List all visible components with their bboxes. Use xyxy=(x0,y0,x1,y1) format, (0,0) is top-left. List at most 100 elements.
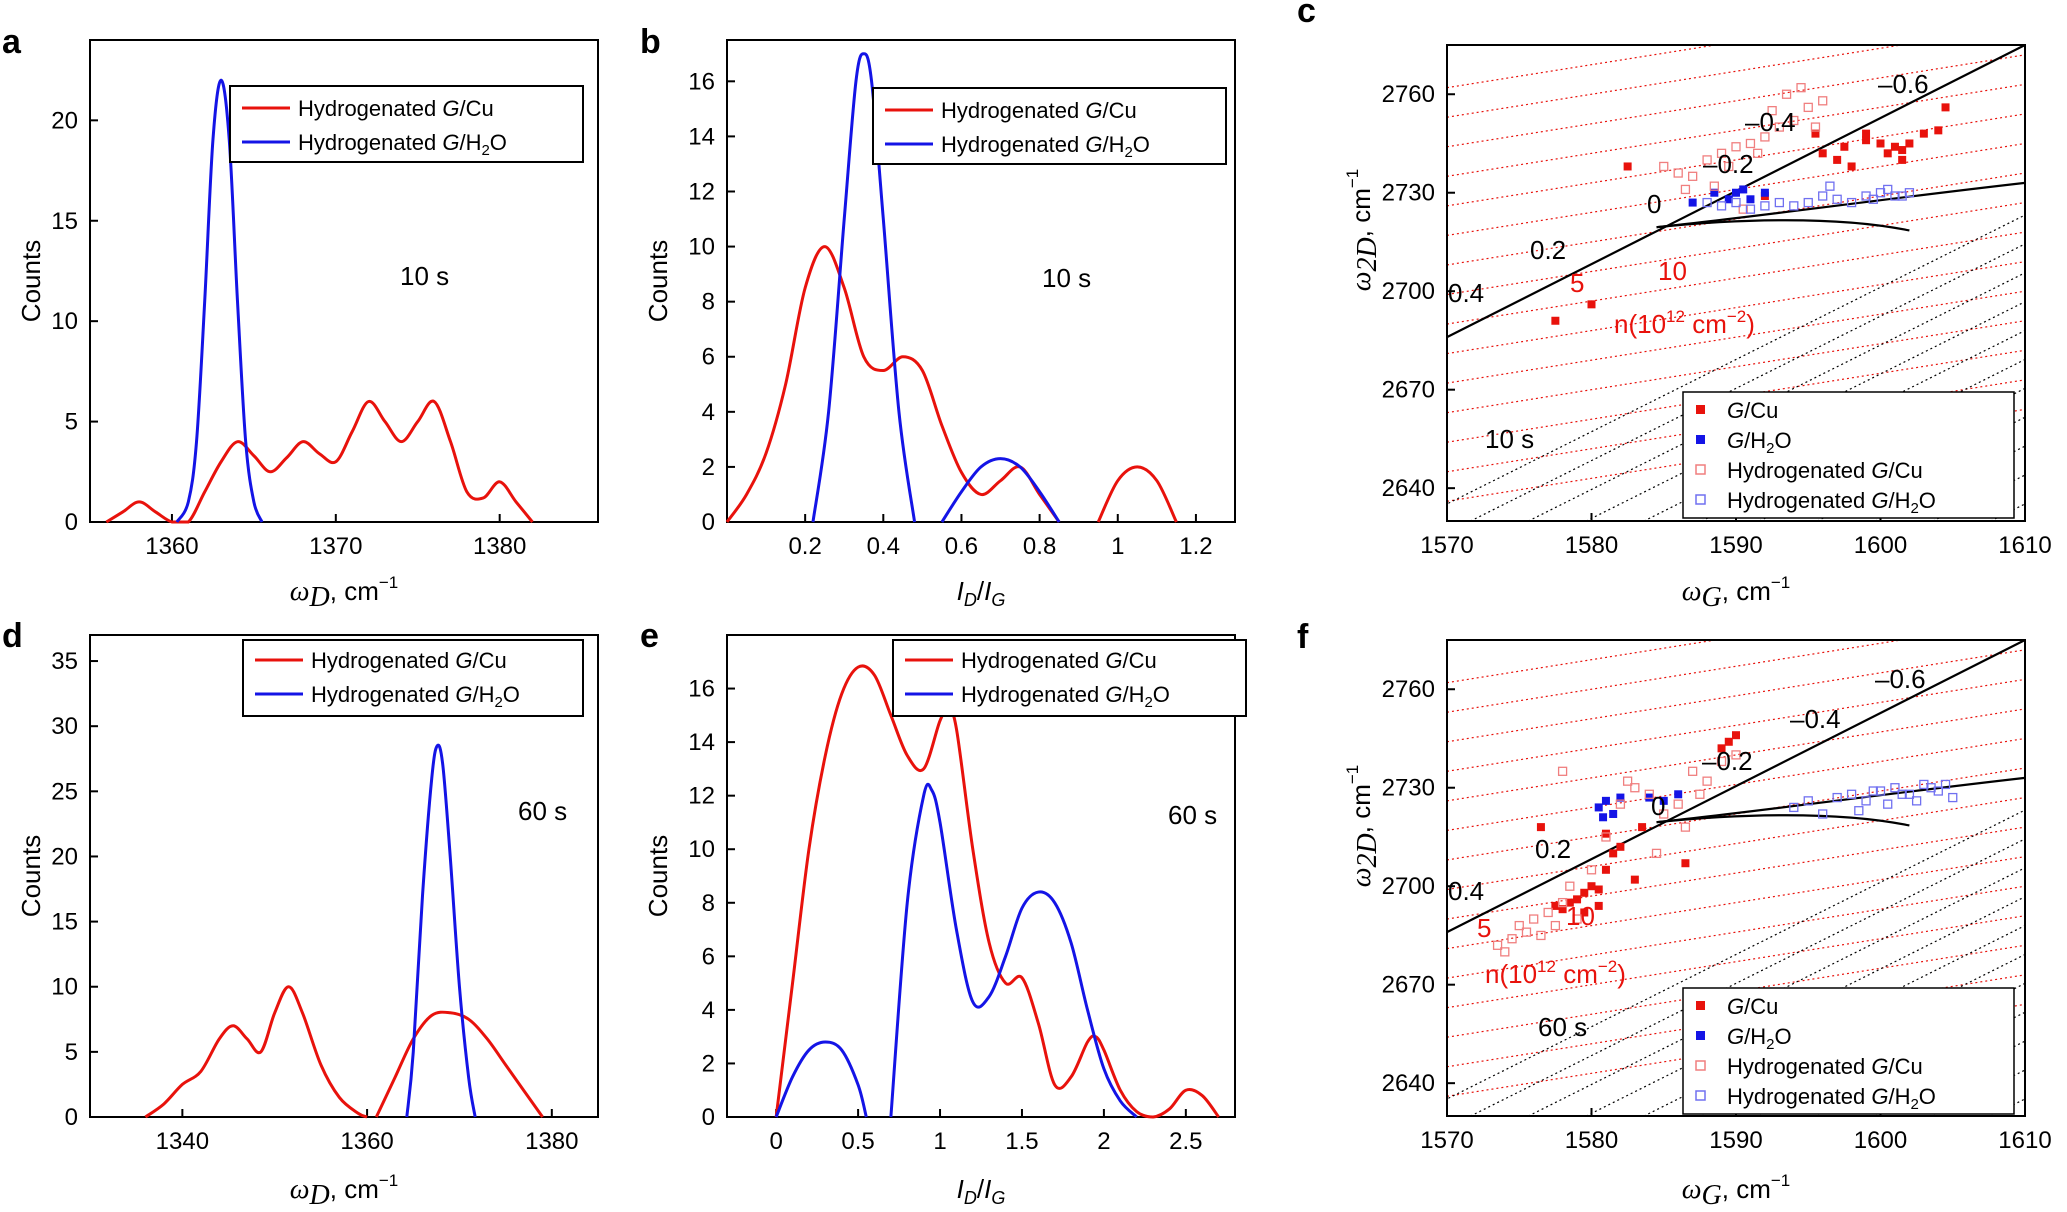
grid-lines-f xyxy=(1447,640,2025,1116)
scatter-point-f-2 xyxy=(1536,930,1546,941)
series-line-b-0 xyxy=(725,245,1061,523)
scatter-point-c-2 xyxy=(1760,132,1770,142)
scatter-point-c-3 xyxy=(1716,201,1727,211)
scatter-point-c-2 xyxy=(1818,96,1828,106)
legend-box-f xyxy=(1682,987,2015,1115)
scatter-point-f-1 xyxy=(1616,793,1625,802)
scatter-point-c-2 xyxy=(1789,115,1799,126)
scatter-point-f-2 xyxy=(1565,881,1575,891)
series-line-b-3 xyxy=(940,457,1061,523)
plot-frame-a xyxy=(89,39,599,523)
scatter-point-c-1 xyxy=(1724,195,1733,204)
scatter-point-f-2 xyxy=(1659,809,1669,819)
scatter-point-f-0 xyxy=(1551,901,1560,910)
x-tick-label-c: 1600 xyxy=(1854,532,1907,559)
strain-grid-line xyxy=(1469,243,2025,521)
x-tick-label-b: 0.2 xyxy=(788,533,821,560)
legend-b: Hydrogenated G/Cu Hydrogenated G/H2O xyxy=(872,87,1227,165)
doping-grid-line xyxy=(1447,649,2025,743)
scatter-point-f-3 xyxy=(1926,783,1936,793)
scatter-point-f-1 xyxy=(1674,790,1683,799)
scatter-point-c-0 xyxy=(1811,129,1820,138)
legend-label-gh2o-f: G/H2O xyxy=(1727,1024,1792,1053)
strain-label-f-2: –0.4 xyxy=(1790,704,1841,734)
scatter-point-f-0 xyxy=(1536,823,1545,832)
y-tick-label-c: 2760 xyxy=(1382,81,1435,108)
scatter-point-c-3 xyxy=(1875,188,1886,198)
scatter-point-c-3 xyxy=(1904,188,1915,198)
y-tick-label-c: 2700 xyxy=(1382,278,1435,305)
strain-grid-line xyxy=(1584,896,2025,1116)
panel-c: c 1570 1580 1590 1600 1610 2640 2670 2700 2730 27… xyxy=(1297,0,2052,613)
y-tick-label-d: 10 xyxy=(51,974,78,1001)
legend-f: G/Cu G/H2O Hydrogenated G/Cu Hydrogenate… xyxy=(1682,987,2015,1115)
legend-label-h2o-b: Hydrogenated G/H2O xyxy=(941,132,1150,161)
y-tick-label-b: 2 xyxy=(702,454,715,481)
scatter-point-f-2 xyxy=(1572,914,1582,924)
scatter-point-f-3 xyxy=(1940,779,1951,790)
strain-label-c-6: 0.4 xyxy=(1448,278,1484,308)
legend-marker-hgh2o-c xyxy=(1695,494,1706,505)
doping-label-f-1: 5 xyxy=(1477,913,1491,943)
y-tick-label-d: 5 xyxy=(65,1039,78,1066)
strain-grid-line xyxy=(1642,924,2025,1116)
y-tick-label-f: 2640 xyxy=(1382,1070,1435,1097)
series-d xyxy=(144,743,544,1119)
scatter-point-c-2 xyxy=(1709,181,1719,191)
legend-box-a xyxy=(229,85,584,163)
scatter-point-f-3 xyxy=(1911,796,1922,806)
scatter-point-f-0 xyxy=(1580,908,1589,917)
scatter-point-f-0 xyxy=(1594,901,1603,910)
strain-label-f-3: –0.2 xyxy=(1702,746,1753,776)
scatter-point-c-2 xyxy=(1803,102,1813,113)
plot-frame-b xyxy=(726,39,1236,523)
scatter-point-f-2 xyxy=(1680,822,1691,832)
doping-label-c-2: 10 xyxy=(1658,256,1687,286)
x-tick-label-e: 1 xyxy=(933,1128,946,1155)
y-tick-label-b: 8 xyxy=(702,289,715,316)
series-line-b-2 xyxy=(811,52,917,523)
scatter-point-f-2 xyxy=(1651,848,1662,859)
strain-label-c-4: 0 xyxy=(1647,189,1661,219)
scatter-point-f-2 xyxy=(1615,799,1626,809)
series-line-d-2 xyxy=(405,743,477,1118)
plot-area-f xyxy=(1447,640,2025,1116)
strain-label-c-1: –0.6 xyxy=(1878,69,1929,99)
x-tick-label-a: 1380 xyxy=(473,533,526,560)
scatter-point-c-3 xyxy=(1745,204,1756,214)
x-tick-label-b: 0.6 xyxy=(945,533,978,560)
panel-b: b 0.2 0.4 0.6 0.8 1 1.2 0 2 4 6 8 10 12 14 16 10 s Cou… xyxy=(640,23,1236,610)
plot-frame-d xyxy=(89,634,599,1118)
legend-marker-gcu-f xyxy=(1696,1001,1705,1010)
y-tick-label-d: 30 xyxy=(51,713,78,740)
ticks-b: 0.2 0.4 0.6 0.8 1 1.2 0 2 4 6 8 10 12 14 16 xyxy=(688,68,1212,560)
scatter-point-c-3 xyxy=(1868,194,1878,204)
scatter-point-c-3 xyxy=(1861,191,1871,201)
legend-label-gh2o-c: G/H2O xyxy=(1727,428,1792,457)
scatter-point-f-3 xyxy=(1803,796,1813,806)
y-tick-label-b: 10 xyxy=(688,234,715,261)
scatter-point-c-3 xyxy=(1731,197,1741,208)
y-tick-label-d: 15 xyxy=(51,909,78,936)
x-tick-label-d: 1380 xyxy=(525,1128,578,1155)
scatter-point-c-2 xyxy=(1688,171,1698,181)
scatter-point-f-1 xyxy=(1594,803,1603,812)
scatter-point-f-2 xyxy=(1514,920,1524,931)
y-tick-label-e: 2 xyxy=(702,1050,715,1077)
panel-letter-b: b xyxy=(640,23,661,61)
legend-box-d xyxy=(242,639,584,717)
y-tick-label-d: 25 xyxy=(51,778,78,805)
scatter-point-c-2 xyxy=(1810,122,1821,132)
scatter-point-c-3 xyxy=(1818,191,1828,201)
doping-label-c-3: n(1012 cm−2) xyxy=(1614,307,1755,339)
scatter-point-c-3 xyxy=(1760,201,1770,211)
scatter-point-f-0 xyxy=(1732,731,1740,740)
x-tick-label-b: 0.8 xyxy=(1023,533,1056,560)
strain-grid-line xyxy=(1584,301,2025,521)
y-tick-label-b: 6 xyxy=(702,344,715,371)
x-tick-label-d: 1360 xyxy=(340,1128,393,1155)
legend-e: Hydrogenated G/Cu Hydrogenated G/H2O xyxy=(892,639,1247,717)
x-tick-label-b: 1.2 xyxy=(1179,533,1212,560)
y-tick-label-f: 2670 xyxy=(1382,972,1435,999)
